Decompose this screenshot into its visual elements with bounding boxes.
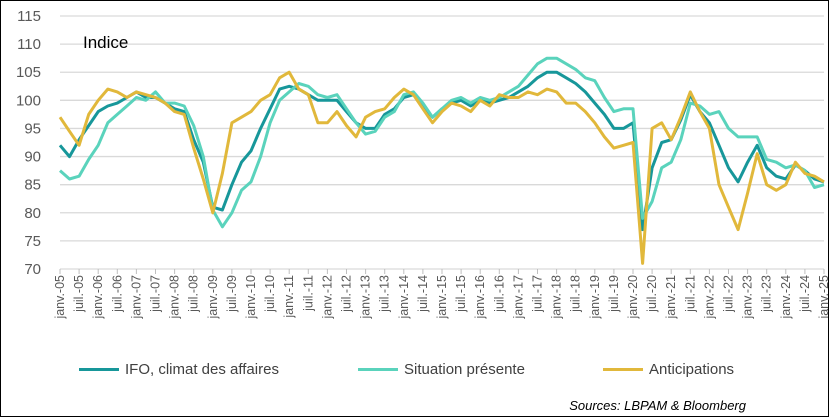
x-tick-label: janv.-14 xyxy=(397,275,411,320)
y-tick-label: 100 xyxy=(16,92,41,109)
x-tick-label: juil.-21 xyxy=(683,275,697,313)
x-tick-label: janv.-21 xyxy=(664,275,678,320)
x-tick-label: juil.-05 xyxy=(72,275,86,313)
x-tick-label: juil.-11 xyxy=(301,275,315,312)
x-tick-label: janv.-20 xyxy=(626,275,640,320)
y-tick-label: 95 xyxy=(24,120,41,137)
x-tick-label: juil.-10 xyxy=(263,275,277,313)
chart-annotation: Indice xyxy=(83,33,129,52)
x-tick-label: juil.-16 xyxy=(492,275,506,313)
x-tick-label: janv.-15 xyxy=(435,275,449,320)
x-tick-label: juil.-24 xyxy=(798,275,812,313)
legend-item-ifo: IFO, climat des affaires xyxy=(79,361,279,378)
y-tick-label: 90 xyxy=(24,149,41,166)
x-tick-label: juil.-06 xyxy=(110,275,124,313)
x-tick-label: juil.-07 xyxy=(149,275,163,313)
x-tick-label: juil.-17 xyxy=(531,275,545,313)
legend-label: Anticipations xyxy=(649,361,735,378)
legend-label: IFO, climat des affaires xyxy=(125,361,279,378)
x-tick-label: juil.-14 xyxy=(416,275,430,313)
y-tick-label: 80 xyxy=(24,205,41,222)
x-tick-label: janv.-18 xyxy=(550,275,564,320)
x-tick-label: juil.-19 xyxy=(607,275,621,313)
y-tick-label: 115 xyxy=(17,8,41,25)
x-tick-label: juil.-12 xyxy=(340,275,354,313)
legend-swatch xyxy=(358,368,398,371)
x-tick-label: janv.-05 xyxy=(53,275,67,320)
legend-item-anticipations: Anticipations xyxy=(603,361,734,378)
series-line-ifo xyxy=(58,70,825,232)
x-tick-label: juil.-18 xyxy=(569,275,583,313)
x-tick-label: janv.-16 xyxy=(473,275,487,320)
x-tick-label: juil.-08 xyxy=(187,275,201,313)
x-tick-label: juil.-20 xyxy=(645,275,659,313)
x-tick-label: janv.-08 xyxy=(168,275,182,320)
y-tick-label: 110 xyxy=(17,36,41,53)
legend-swatch xyxy=(603,368,643,371)
source-note: Sources: LBPAM & Bloomberg xyxy=(569,398,746,413)
y-tick-label: 105 xyxy=(16,64,41,81)
legend-item-situation: Situation présente xyxy=(358,361,525,378)
x-tick-label: janv.-19 xyxy=(588,275,602,320)
x-tick-label: janv.-22 xyxy=(702,275,716,320)
x-tick-label: janv.-11 xyxy=(282,275,296,319)
x-tick-label: janv.-10 xyxy=(244,275,258,320)
legend-label: Situation présente xyxy=(404,361,525,378)
x-tick-label: janv.-09 xyxy=(206,275,220,320)
x-tick-label: juil.-15 xyxy=(454,275,468,313)
series-line-situation-presente xyxy=(59,56,825,229)
legend-swatch xyxy=(79,368,119,371)
x-tick-label: juil.-09 xyxy=(225,275,239,313)
x-tick-label: janv.-06 xyxy=(91,275,105,320)
series-line-anticipations xyxy=(58,70,825,265)
y-tick-label: 70 xyxy=(24,261,41,278)
x-tick-label: janv.-07 xyxy=(129,275,143,320)
x-tick-label: janv.-17 xyxy=(511,275,525,320)
y-tick-label: 85 xyxy=(24,177,41,194)
x-tick-label: juil.-22 xyxy=(722,275,736,313)
x-tick-label: janv.-25 xyxy=(817,275,829,320)
x-tick-label: janv.-13 xyxy=(359,275,373,320)
x-tick-label: juil.-13 xyxy=(378,275,392,313)
x-tick-label: janv.-23 xyxy=(741,275,755,320)
y-tick-label: 75 xyxy=(24,233,41,250)
x-tick-label: juil.-23 xyxy=(760,275,774,313)
x-tick-label: janv.-12 xyxy=(320,275,334,320)
x-tick-label: janv.-24 xyxy=(779,275,793,320)
